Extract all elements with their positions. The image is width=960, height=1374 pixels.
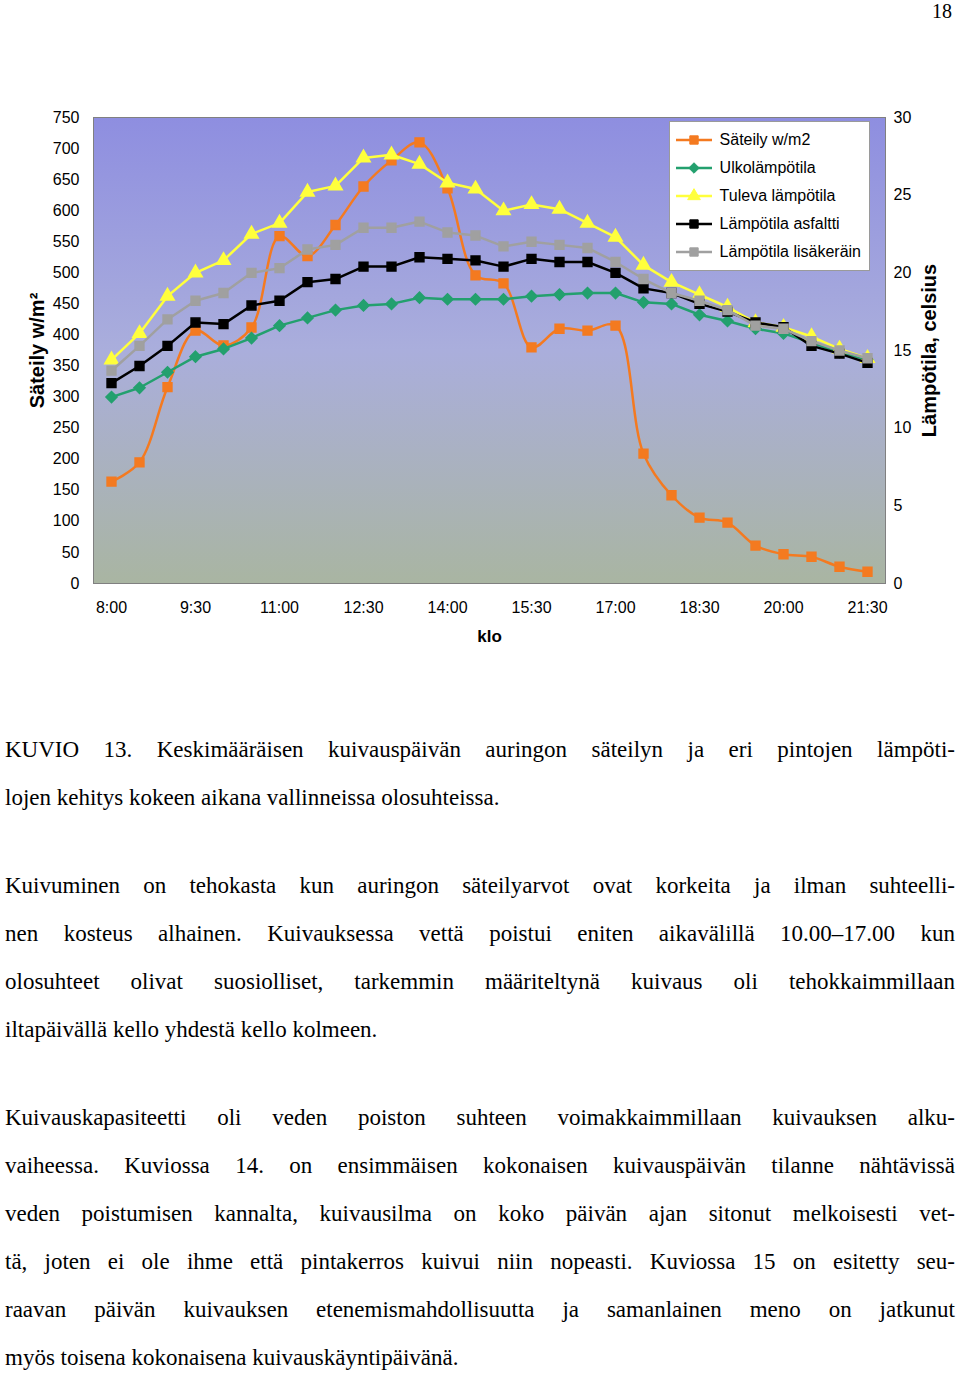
svg-text:200: 200 [53,450,80,467]
svg-text:20:00: 20:00 [763,599,803,616]
svg-text:Säteily w/m²: Säteily w/m² [26,292,48,408]
svg-text:15: 15 [894,342,912,359]
svg-text:300: 300 [53,388,80,405]
svg-text:25: 25 [894,186,912,203]
svg-text:600: 600 [53,202,80,219]
svg-text:0: 0 [71,575,80,592]
svg-text:Lämpötila, celsius: Lämpötila, celsius [918,264,940,437]
html-text:18: 18 [932,0,952,22]
html-text:Säteily w/m2: Säteily w/m2 [719,131,811,148]
html-text:KUVIO 13. Keskimääräisen kuiva: KUVIO 13. Keskimääräisen kuivauspäivän a… [5,737,955,762]
svg-text:8:00: 8:00 [96,599,127,616]
svg-text:100: 100 [53,512,80,529]
svg-text:0: 0 [894,575,903,592]
svg-text:400: 400 [53,326,80,343]
html-text:vaiheessa. Kuviossa 14. on ens: vaiheessa. Kuviossa 14. on ensimmäisen k… [5,1153,955,1178]
svg-text:500: 500 [53,264,80,281]
svg-text:20: 20 [894,264,912,281]
svg-text:9:30: 9:30 [180,599,211,616]
html-text:Lämpötila lisäkeräin: Lämpötila lisäkeräin [719,243,861,260]
svg-text:750: 750 [53,109,80,126]
html-text:lojen kehitys kokeen aikana va: lojen kehitys kokeen aikana vallinneissa… [5,785,500,810]
html-text:Tuleva lämpötila: Tuleva lämpötila [719,187,836,204]
svg-text:12:30: 12:30 [343,599,383,616]
html-text:myös toisena kokonaisena kuiva: myös toisena kokonaisena kuivauskäyntipä… [5,1345,459,1370]
html-text:veden poistumisen kannalta, ku: veden poistumisen kannalta, kuivausilma … [5,1201,955,1226]
svg-text:550: 550 [53,233,80,250]
html-text:Kuivuminen on tehokasta kun au: Kuivuminen on tehokasta kun auringon sät… [5,873,955,898]
html-text:raavan päivän kuivauksen etene: raavan päivän kuivauksen etenemismahdoll… [5,1297,955,1322]
svg-text:18:30: 18:30 [679,599,719,616]
svg-text:14:00: 14:00 [427,599,467,616]
svg-text:klo: klo [477,627,502,646]
svg-text:650: 650 [53,171,80,188]
svg-text:150: 150 [53,481,80,498]
html-text:iltapäivällä kello yhdestä kel: iltapäivällä kello yhdestä kello kolmeen… [5,1017,378,1042]
html-text:olosuhteet olivat suosiolliset: olosuhteet olivat suosiolliset, tarkemmi… [5,969,955,994]
svg-text:350: 350 [53,357,80,374]
svg-text:5: 5 [894,497,903,514]
svg-text:15:30: 15:30 [511,599,551,616]
svg-text:10: 10 [894,419,912,436]
svg-text:700: 700 [53,140,80,157]
svg-text:21:30: 21:30 [847,599,887,616]
svg-text:11:00: 11:00 [260,599,299,616]
svg-text:250: 250 [53,419,80,436]
svg-text:450: 450 [53,295,80,312]
html-text:nen kosteus alhainen. Kuivauks: nen kosteus alhainen. Kuivauksessa vettä… [5,921,955,946]
html-text:tä, joten ei ole ihme että pin: tä, joten ei ole ihme että pintakerros k… [5,1249,955,1274]
svg-text:50: 50 [62,544,80,561]
html-text:Lämpötila asfaltti: Lämpötila asfaltti [719,215,840,232]
svg-text:17:00: 17:00 [595,599,635,616]
html-text:Ulkolämpötila: Ulkolämpötila [719,159,816,176]
html-text:Kuivauskapasiteetti oli veden: Kuivauskapasiteetti oli veden poiston su… [5,1105,955,1130]
svg-text:30: 30 [894,109,912,126]
